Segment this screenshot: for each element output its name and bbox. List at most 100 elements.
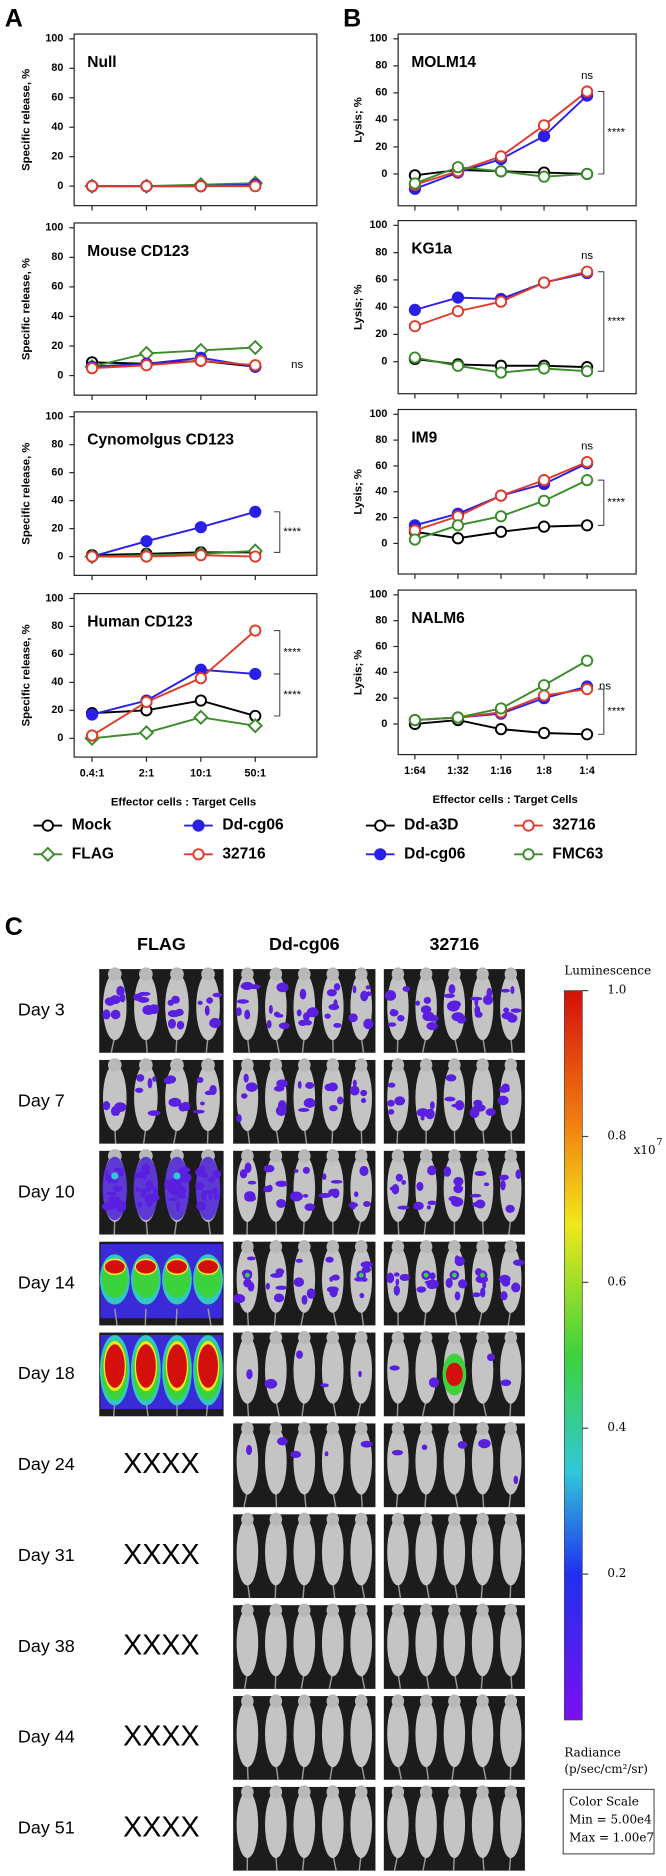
legend-label: 32716 [222, 845, 266, 862]
signal [263, 1164, 275, 1173]
marker [494, 702, 508, 715]
mouse [500, 1336, 522, 1404]
significance-bracket [273, 511, 281, 553]
mouse [321, 1336, 344, 1404]
signal [135, 1087, 144, 1093]
signal [268, 1004, 273, 1015]
signal [510, 1008, 522, 1013]
day-label: Day 3 [18, 1000, 65, 1020]
y-tick-label: 100 [369, 408, 387, 420]
signal [275, 1013, 284, 1018]
signal [267, 1184, 273, 1193]
mouse [387, 973, 409, 1041]
mouse [500, 1427, 522, 1495]
y-tick-label: 100 [369, 589, 387, 601]
y-tick-label: 80 [51, 251, 63, 263]
mouse-head [326, 1330, 340, 1345]
signal [275, 1268, 285, 1276]
mouse [321, 1791, 344, 1859]
mouse [415, 1427, 437, 1495]
y-tick-label: 20 [375, 692, 387, 704]
series-line [91, 346, 256, 368]
signal [483, 1182, 490, 1187]
signal [298, 1019, 308, 1027]
mouse-head [391, 1512, 405, 1527]
signal [499, 1174, 509, 1181]
mouse-head [448, 1058, 461, 1072]
signal [247, 1256, 256, 1261]
series-line [91, 668, 256, 716]
mouse-head [476, 1240, 489, 1254]
marker [537, 679, 551, 692]
signal [239, 1169, 248, 1179]
signal [356, 1270, 367, 1280]
mouse [102, 1064, 127, 1132]
signal [144, 1194, 155, 1204]
signal [503, 1007, 510, 1013]
day-label: Day 18 [18, 1363, 75, 1383]
mouse-head [391, 1240, 405, 1254]
mouse-head [241, 1512, 254, 1527]
mouse-head [298, 1512, 311, 1527]
marker [140, 359, 153, 372]
x-tick-label: 1:4 [579, 765, 595, 777]
mouse-head [419, 1330, 433, 1345]
signal [213, 1193, 219, 1200]
annotation: ns [599, 681, 611, 693]
mouse-head [448, 1603, 461, 1617]
y-tick-label: 100 [369, 219, 387, 231]
signal [290, 1191, 303, 1202]
signal [394, 1096, 406, 1106]
marker [194, 549, 207, 562]
annotation: **** [283, 646, 301, 658]
y-tick-label: 60 [51, 648, 63, 660]
signal [360, 1261, 373, 1268]
x-axis-label: Effector cells : Target Cells [432, 794, 577, 806]
significance-bracket [597, 91, 605, 175]
mouse-tail [144, 1308, 147, 1326]
mouse [293, 1700, 316, 1768]
mouse-head [504, 1330, 518, 1345]
signal [276, 1079, 288, 1088]
marker [408, 303, 422, 316]
signal [450, 1197, 464, 1207]
signal [348, 1202, 359, 1208]
signal [478, 1439, 491, 1449]
mouse [321, 1427, 344, 1495]
signal [498, 1274, 511, 1284]
signal [424, 1280, 438, 1285]
chart-title: Mouse CD123 [87, 243, 189, 260]
signal [246, 1444, 253, 1456]
y-tick-label: 60 [375, 460, 387, 472]
y-tick-label: 0 [381, 168, 387, 180]
signal [389, 1365, 400, 1371]
removed-mark: XXXX [123, 1539, 200, 1571]
annotation: **** [283, 526, 301, 538]
signal [322, 1173, 327, 1180]
mouse-head [419, 1694, 433, 1708]
signal [135, 1186, 141, 1192]
marker [192, 848, 205, 861]
group-label: FLAG [137, 934, 186, 954]
significance-bracket [273, 673, 281, 717]
signal [175, 1008, 184, 1016]
y-tick-label: 80 [375, 60, 387, 72]
signal [393, 1285, 400, 1296]
marker [374, 848, 387, 861]
mouse [387, 1427, 409, 1495]
signal [448, 984, 456, 995]
signal [114, 1102, 127, 1113]
signal [457, 1441, 468, 1449]
mouse [236, 1427, 259, 1495]
marker [494, 295, 508, 308]
signal [198, 1344, 218, 1388]
mouse [293, 1336, 316, 1404]
mouse-head [476, 1421, 489, 1436]
day-label: Day 14 [18, 1272, 75, 1292]
day-label: Day 31 [18, 1545, 75, 1565]
colorbar-tick-label: 0.2 [607, 1566, 626, 1580]
mouse [415, 1791, 437, 1859]
mouse-head [354, 1058, 368, 1072]
plot-frame [73, 33, 318, 207]
marker [247, 339, 263, 356]
